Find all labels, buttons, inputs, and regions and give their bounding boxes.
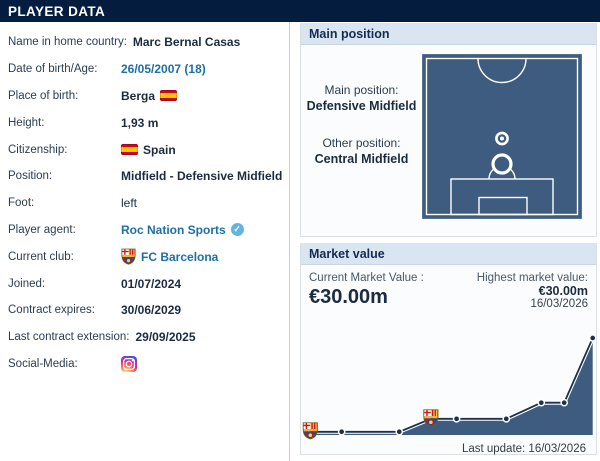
citizenship-value: Spain: [143, 142, 176, 157]
last-contract-extension-value: 29/09/2025: [135, 330, 196, 345]
current-market-value-block: Current Market Value : €30.00m: [309, 272, 424, 320]
center-circle-arc: [477, 58, 527, 84]
player-data-header-bar: PLAYER DATA: [0, 0, 600, 22]
chart-data-point[interactable]: [395, 427, 404, 436]
pitch-graphic-wrap: [421, 45, 596, 237]
row-height: Height: 1,93 m: [8, 109, 289, 136]
row-label: Citizenship:: [8, 143, 68, 156]
current-market-value: €30.00m: [309, 286, 388, 308]
row-label: Current club:: [8, 250, 74, 263]
row-current-club: Current club: FC Barcelona: [8, 243, 289, 270]
spain-flag-icon: [160, 90, 178, 102]
row-position: Position: Midfield - Defensive Midfield: [8, 163, 289, 190]
row-label: Player agent:: [8, 223, 76, 236]
row-place-of-birth: Place of birth: Berga: [8, 83, 289, 110]
row-label: Contract expires:: [8, 304, 95, 317]
other-position-marker-dot: [500, 136, 504, 141]
row-label: Date of birth/Age:: [8, 63, 98, 76]
spain-flag-icon: [121, 144, 138, 156]
position-text-block: Main position: Defensive Midfield Other …: [301, 45, 422, 237]
chart-data-point[interactable]: [452, 414, 461, 423]
foot-value: left: [121, 196, 138, 211]
contract-expires-value: 30/06/2029: [121, 303, 182, 318]
place-of-birth-value: Berga: [121, 88, 156, 103]
chart-club-crest-marker: [302, 422, 319, 440]
row-label: Name in home country:: [8, 36, 127, 49]
joined-value: 01/07/2024: [121, 276, 182, 291]
row-label: Place of birth:: [8, 89, 79, 102]
position-value: Midfield - Defensive Midfield: [121, 169, 283, 184]
chart-data-point[interactable]: [537, 398, 546, 407]
fc-barcelona-crest-icon[interactable]: [121, 248, 136, 265]
main-position-box-header: Main position: [301, 23, 596, 45]
highest-market-value-date: 16/03/2026: [530, 298, 588, 310]
player-info-panel: Name in home country: Marc Bernal Casas …: [0, 22, 290, 461]
row-last-contract-extension: Last contract extension: 29/09/2025: [8, 324, 289, 351]
current-market-value-label: Current Market Value :: [309, 272, 424, 284]
row-date-of-birth-age: Date of birth/Age: 26/05/2007 (18): [8, 56, 289, 83]
row-label: Social-Media:: [8, 357, 78, 370]
chart-data-point[interactable]: [337, 427, 346, 436]
row-social-media: Social-Media:: [8, 351, 289, 378]
instagram-icon[interactable]: [121, 355, 137, 372]
row-value: Marc Bernal Casas: [132, 35, 241, 50]
page-title: PLAYER DATA: [8, 3, 106, 19]
row-label: Foot:: [8, 197, 35, 210]
other-position-label: Other position:: [322, 136, 401, 150]
row-joined: Joined: 01/07/2024: [8, 270, 289, 297]
chart-data-point[interactable]: [502, 414, 511, 423]
row-contract-expires: Contract expires: 30/06/2029: [8, 297, 289, 324]
date-of-birth-link[interactable]: 26/05/2007 (18): [121, 62, 206, 77]
market-value-box: Market value Current Market Value : €30.…: [300, 243, 597, 455]
row-label: Joined:: [8, 277, 46, 290]
chart-data-point[interactable]: [560, 398, 569, 407]
football-pitch-graphic: [421, 53, 583, 220]
row-citizenship: Citizenship: Spain: [8, 136, 289, 163]
player-agent-link[interactable]: Roc Nation Sports: [121, 222, 226, 237]
row-label: Height:: [8, 116, 45, 129]
main-position-marker: [491, 153, 513, 175]
height-value: 1,93 m: [121, 115, 159, 130]
row-label: Last contract extension:: [8, 331, 130, 344]
chart-data-point[interactable]: [588, 334, 596, 342]
other-position-value: Central Midfield: [314, 152, 409, 166]
goal-area: [478, 196, 528, 216]
row-name-in-home-country: Name in home country: Marc Bernal Casas: [8, 29, 289, 56]
main-position-label: Main position:: [324, 83, 399, 97]
main-position-box: Main position Main position: Defensive M…: [300, 23, 597, 237]
current-club-link[interactable]: FC Barcelona: [141, 249, 219, 264]
last-update-text: Last update: 16/03/2026: [461, 443, 586, 455]
highest-market-value-label: Highest market value:: [476, 272, 588, 284]
market-value-box-header: Market value: [301, 243, 596, 265]
highest-market-value: €30.00m: [538, 284, 588, 298]
row-player-agent: Player agent: Roc Nation Sports ✓: [8, 217, 289, 244]
highest-market-value-block: Highest market value: €30.00m 16/03/2026: [477, 272, 588, 320]
main-position-value: Defensive Midfield: [306, 99, 417, 113]
verified-check-icon: ✓: [230, 223, 244, 237]
row-foot: Foot: left: [8, 190, 289, 217]
row-label: Position:: [8, 170, 53, 183]
market-value-chart[interactable]: [301, 322, 596, 440]
